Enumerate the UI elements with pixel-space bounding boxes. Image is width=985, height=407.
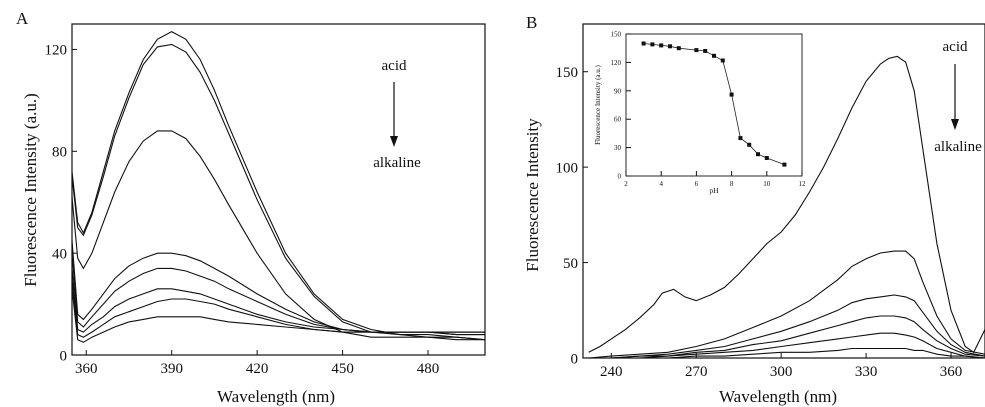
panel-a-series-line-1 [71, 30, 486, 341]
inset-x-tick-label: 2 [624, 180, 628, 188]
panel-b-series-line-6 [588, 347, 985, 359]
panel-b-series-line-3 [588, 294, 985, 359]
inset-x-ticks: 2 4 6 8 10 12 [624, 171, 806, 188]
panel-a-annotation-acid: acid [382, 58, 407, 74]
inset-x-tick-label: 8 [730, 180, 734, 188]
panel-a-x-tick-label: 420 [246, 361, 269, 377]
panel-a-plot-frame [71, 23, 486, 356]
inset-data-point [650, 42, 655, 47]
panel-b-annotation-alkaline: alkaline [934, 139, 982, 155]
panel-a-x-axis-label: Wavelength (nm) [217, 387, 335, 406]
panel-b-x-tick-label: 360 [940, 364, 963, 380]
panel-a-series [71, 30, 486, 343]
inset-y-tick-label: 120 [611, 59, 622, 67]
inset-x-tick-label: 12 [799, 180, 807, 188]
inset-data-point [668, 44, 672, 49]
inset-data-point [641, 41, 646, 46]
panel-b-y-tick-label: 150 [556, 65, 579, 81]
panel-a-series-line-3 [71, 130, 485, 341]
panel-b-x-tick-label: 300 [770, 364, 793, 380]
panel-b-series-line-1 [588, 55, 985, 354]
panel-a-y-ticks: 0 40 80 120 [45, 43, 77, 364]
inset-series [641, 41, 787, 167]
inset-data-point [712, 53, 716, 58]
panel-a-y-tick-label: 80 [52, 145, 67, 161]
inset-y-tick-label: 0 [618, 172, 622, 180]
panel-a-series-line-8 [71, 288, 485, 343]
inset-x-tick-label: 6 [695, 180, 699, 188]
panel-b-y-tick-label: 0 [571, 351, 579, 367]
panel-a-x-tick-label: 450 [331, 361, 354, 377]
inset-data-point [659, 43, 664, 48]
inset-data-point [782, 162, 787, 167]
panel-b-x-axis-label: Wavelength (nm) [719, 387, 837, 406]
panel-b-x-tick-label: 240 [600, 364, 623, 380]
inset-data-point [729, 92, 734, 97]
panel-b-series-line-4 [588, 315, 985, 359]
panel-b-label: B [526, 13, 537, 32]
inset-x-tick-label: 10 [763, 180, 771, 188]
panel-b-series-line-5 [588, 332, 985, 359]
inset-data-point [694, 48, 699, 53]
inset-data-point [747, 142, 752, 147]
panel-b-annotation-acid: acid [943, 39, 968, 55]
panel-a-x-tick-label: 390 [160, 361, 183, 377]
inset-data-point [703, 49, 708, 53]
inset-y-tick-label: 60 [614, 116, 622, 124]
panel-b-series [588, 55, 985, 359]
panel-b-x-ticks: 240 270 300 330 360 [600, 353, 962, 380]
panel-a-x-ticks: 360 390 420 450 480 [75, 350, 439, 377]
inset-x-tick-label: 4 [659, 180, 663, 188]
panel-b-y-tick-label: 50 [563, 256, 578, 272]
panel-a-y-tick-label: 120 [45, 43, 68, 59]
inset-y-tick-label: 30 [614, 144, 622, 152]
inset-y-ticks: 0 30 60 90 120 150 [611, 30, 631, 180]
panel-a-series-line-2 [71, 43, 486, 341]
panel-a-y-tick-label: 0 [60, 348, 68, 364]
panel-a-series-line-7 [71, 278, 485, 338]
panel-a-y-axis-label: Fluorescence Intensity (a.u.) [21, 93, 40, 287]
panel-a-annotation-alkaline: alkaline [373, 155, 421, 171]
panel-b-series-line-2 [588, 250, 985, 359]
inset-data-point [720, 58, 725, 63]
inset-x-axis-label: pH [709, 186, 719, 195]
panel-b-y-axis-label: Fluorescence Intensity [523, 118, 542, 272]
inset-data-point [756, 152, 760, 157]
panel-b-plot-frame [582, 23, 985, 359]
inset-y-tick-label: 150 [611, 30, 622, 38]
inset-data-point [738, 136, 743, 141]
inset-data-point [676, 46, 681, 51]
panel-b-inset-chart: 0 30 60 90 120 150 2 4 6 8 10 12 Fluorescence Inte… [594, 30, 806, 195]
panel-b-y-tick-label: 100 [556, 160, 579, 176]
panel-a-arrow-head [390, 136, 398, 147]
panel-b-x-tick-label: 330 [855, 364, 878, 380]
panel-b-x-tick-label: 270 [685, 364, 708, 380]
panel-a-x-tick-label: 480 [417, 361, 440, 377]
inset-y-tick-label: 90 [614, 87, 622, 95]
inset-y-axis-label: Fluorescence Intensity (a.u.) [594, 64, 602, 144]
panel-a-chart: A 0 40 80 120 360 390 420 450 480 Fluorescence … [16, 9, 486, 406]
panel-a-y-tick-label: 40 [52, 246, 67, 262]
panel-a-x-tick-label: 360 [75, 361, 98, 377]
panel-a-label: A [16, 9, 29, 28]
inset-data-point [764, 156, 769, 160]
panel-b-arrow-head [951, 119, 959, 130]
panel-b-y-ticks: 0 50 100 150 [556, 65, 588, 367]
